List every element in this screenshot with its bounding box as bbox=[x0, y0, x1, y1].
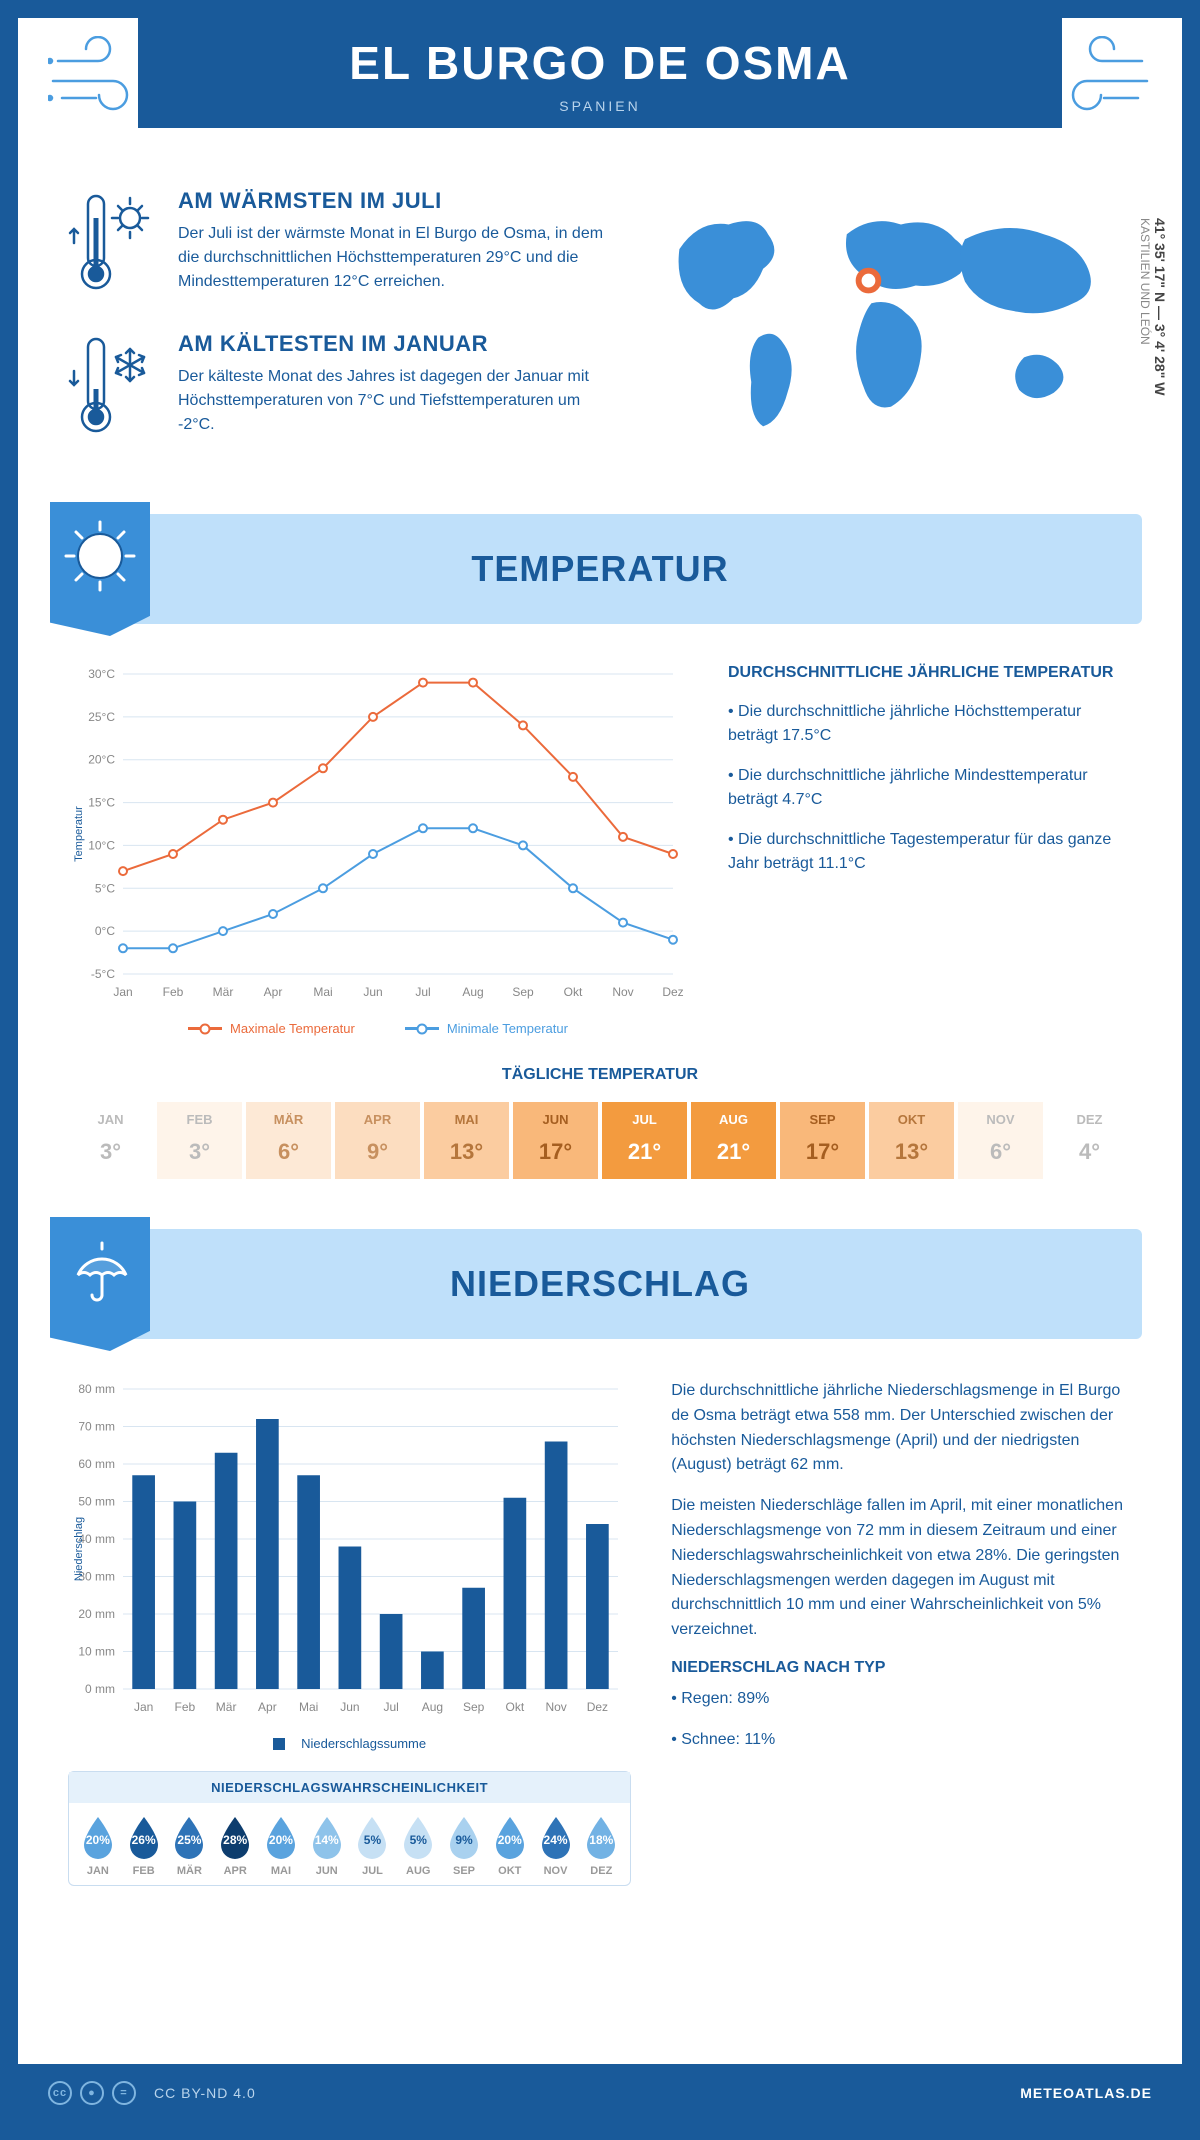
svg-text:Mär: Mär bbox=[213, 985, 234, 999]
svg-text:Temperatur: Temperatur bbox=[73, 806, 85, 862]
svg-text:Jan: Jan bbox=[113, 985, 132, 999]
world-map bbox=[640, 188, 1132, 448]
svg-text:Sep: Sep bbox=[512, 985, 534, 999]
coldest-fact: AM KÄLTESTEN IM JANUAR Der kälteste Mona… bbox=[68, 331, 610, 446]
sun-icon bbox=[50, 502, 150, 636]
daily-cell: FEB3° bbox=[157, 1102, 242, 1179]
daily-cell: SEP17° bbox=[780, 1102, 865, 1179]
title-banner: EL BURGO DE OSMA SPANIEN bbox=[138, 18, 1062, 128]
warmest-title: AM WÄRMSTEN IM JULI bbox=[178, 188, 610, 214]
probability-cell: 14%JUN bbox=[304, 1815, 350, 1877]
precipitation-probability: NIEDERSCHLAGSWAHRSCHEINLICHKEIT 20%JAN26… bbox=[68, 1771, 631, 1886]
probability-cell: 20%MAI bbox=[258, 1815, 304, 1877]
svg-text:Sep: Sep bbox=[463, 1700, 485, 1714]
svg-text:60 mm: 60 mm bbox=[78, 1457, 115, 1471]
probability-cell: 26%FEB bbox=[121, 1815, 167, 1877]
svg-text:Apr: Apr bbox=[258, 1700, 277, 1714]
svg-text:Feb: Feb bbox=[175, 1700, 196, 1714]
svg-text:Jan: Jan bbox=[134, 1700, 153, 1714]
daily-temperature: TÄGLICHE TEMPERATUR JAN3°FEB3°MÄR6°APR9°… bbox=[18, 1056, 1182, 1209]
nd-icon: = bbox=[112, 2081, 136, 2105]
svg-text:Mai: Mai bbox=[313, 985, 332, 999]
daily-cell: MAI13° bbox=[424, 1102, 509, 1179]
svg-text:50 mm: 50 mm bbox=[78, 1495, 115, 1509]
probability-cell: 25%MÄR bbox=[167, 1815, 213, 1877]
svg-text:Niederschlag: Niederschlag bbox=[73, 1517, 85, 1581]
svg-text:Dez: Dez bbox=[662, 985, 683, 999]
svg-text:Dez: Dez bbox=[587, 1700, 608, 1714]
svg-text:Aug: Aug bbox=[462, 985, 483, 999]
coordinates: 41° 35' 17" N — 3° 4' 28" WKASTILIEN UND… bbox=[1138, 218, 1168, 395]
svg-text:Mär: Mär bbox=[216, 1700, 237, 1714]
site-name: METEOATLAS.DE bbox=[1020, 2085, 1152, 2101]
by-icon: ● bbox=[80, 2081, 104, 2105]
precipitation-legend: Niederschlagssumme bbox=[68, 1736, 631, 1751]
temperature-legend: Maximale Temperatur Minimale Temperatur bbox=[68, 1021, 688, 1036]
precipitation-heading: NIEDERSCHLAG bbox=[58, 1229, 1142, 1339]
svg-text:5°C: 5°C bbox=[95, 881, 115, 895]
probability-cell: 5%AUG bbox=[395, 1815, 441, 1877]
thermometer-hot-icon bbox=[68, 188, 158, 303]
svg-text:Feb: Feb bbox=[163, 985, 184, 999]
svg-text:0 mm: 0 mm bbox=[85, 1682, 115, 1696]
svg-text:Mai: Mai bbox=[299, 1700, 318, 1714]
svg-text:30°C: 30°C bbox=[88, 667, 115, 681]
svg-text:0°C: 0°C bbox=[95, 924, 115, 938]
svg-text:70 mm: 70 mm bbox=[78, 1420, 115, 1434]
daily-cell: OKT13° bbox=[869, 1102, 954, 1179]
probability-cell: 24%NOV bbox=[533, 1815, 579, 1877]
cc-icon: cc bbox=[48, 2081, 72, 2105]
svg-text:20 mm: 20 mm bbox=[78, 1607, 115, 1621]
svg-text:Jul: Jul bbox=[415, 985, 430, 999]
svg-text:Okt: Okt bbox=[564, 985, 583, 999]
svg-text:10°C: 10°C bbox=[88, 838, 115, 852]
svg-text:-5°C: -5°C bbox=[91, 967, 115, 981]
daily-cell: AUG21° bbox=[691, 1102, 776, 1179]
country-label: SPANIEN bbox=[158, 98, 1042, 114]
svg-text:Jul: Jul bbox=[383, 1700, 398, 1714]
svg-text:10 mm: 10 mm bbox=[78, 1645, 115, 1659]
probability-cell: 5%JUL bbox=[350, 1815, 396, 1877]
svg-text:80 mm: 80 mm bbox=[78, 1382, 115, 1396]
svg-text:Jun: Jun bbox=[363, 985, 382, 999]
page-frame: EL BURGO DE OSMA SPANIEN AM WÄRMSTEN IM … bbox=[0, 0, 1200, 2140]
svg-text:Aug: Aug bbox=[422, 1700, 443, 1714]
daily-cell: APR9° bbox=[335, 1102, 420, 1179]
daily-cell: NOV6° bbox=[958, 1102, 1043, 1179]
svg-text:Nov: Nov bbox=[612, 985, 633, 999]
coldest-title: AM KÄLTESTEN IM JANUAR bbox=[178, 331, 610, 357]
location-title: EL BURGO DE OSMA bbox=[158, 36, 1042, 90]
daily-cell: DEZ4° bbox=[1047, 1102, 1132, 1179]
svg-text:Nov: Nov bbox=[545, 1700, 566, 1714]
temperature-summary: DURCHSCHNITTLICHE JÄHRLICHE TEMPERATUR •… bbox=[728, 664, 1132, 1036]
probability-cell: 20%JAN bbox=[75, 1815, 121, 1877]
probability-cell: 9%SEP bbox=[441, 1815, 487, 1877]
probability-cell: 20%OKT bbox=[487, 1815, 533, 1877]
svg-text:25°C: 25°C bbox=[88, 710, 115, 724]
svg-text:Okt: Okt bbox=[506, 1700, 525, 1714]
probability-cell: 28%APR bbox=[212, 1815, 258, 1877]
footer: cc ● = CC BY-ND 4.0 METEOATLAS.DE bbox=[18, 2064, 1182, 2122]
warmest-fact: AM WÄRMSTEN IM JULI Der Juli ist der wär… bbox=[68, 188, 610, 303]
thermometer-cold-icon bbox=[68, 331, 158, 446]
temperature-chart: -5°C 0°C 5°C 10°C 15°C 20°C 25°C 30°C Jan Feb Mär A… bbox=[68, 664, 688, 1036]
daily-cell: JUL21° bbox=[602, 1102, 687, 1179]
license: cc ● = CC BY-ND 4.0 bbox=[48, 2081, 256, 2105]
umbrella-icon bbox=[50, 1217, 150, 1351]
header: EL BURGO DE OSMA SPANIEN bbox=[18, 18, 1182, 158]
coldest-text: Der kälteste Monat des Jahres ist dagege… bbox=[178, 365, 610, 437]
probability-cell: 18%DEZ bbox=[578, 1815, 624, 1877]
svg-text:Apr: Apr bbox=[264, 985, 283, 999]
daily-cell: JUN17° bbox=[513, 1102, 598, 1179]
daily-cell: JAN3° bbox=[68, 1102, 153, 1179]
warmest-text: Der Juli ist der wärmste Monat in El Bur… bbox=[178, 222, 610, 294]
temperature-heading: TEMPERATUR bbox=[58, 514, 1142, 624]
intro-section: AM WÄRMSTEN IM JULI Der Juli ist der wär… bbox=[18, 158, 1182, 494]
svg-text:20°C: 20°C bbox=[88, 753, 115, 767]
precipitation-summary: Die durchschnittliche jährliche Niedersc… bbox=[671, 1379, 1132, 1886]
daily-cell: MÄR6° bbox=[246, 1102, 331, 1179]
precipitation-chart: 0 mm10 mm20 mm30 mm40 mm50 mm60 mm70 mm8… bbox=[68, 1379, 631, 1886]
svg-text:15°C: 15°C bbox=[88, 796, 115, 810]
svg-text:Jun: Jun bbox=[340, 1700, 359, 1714]
